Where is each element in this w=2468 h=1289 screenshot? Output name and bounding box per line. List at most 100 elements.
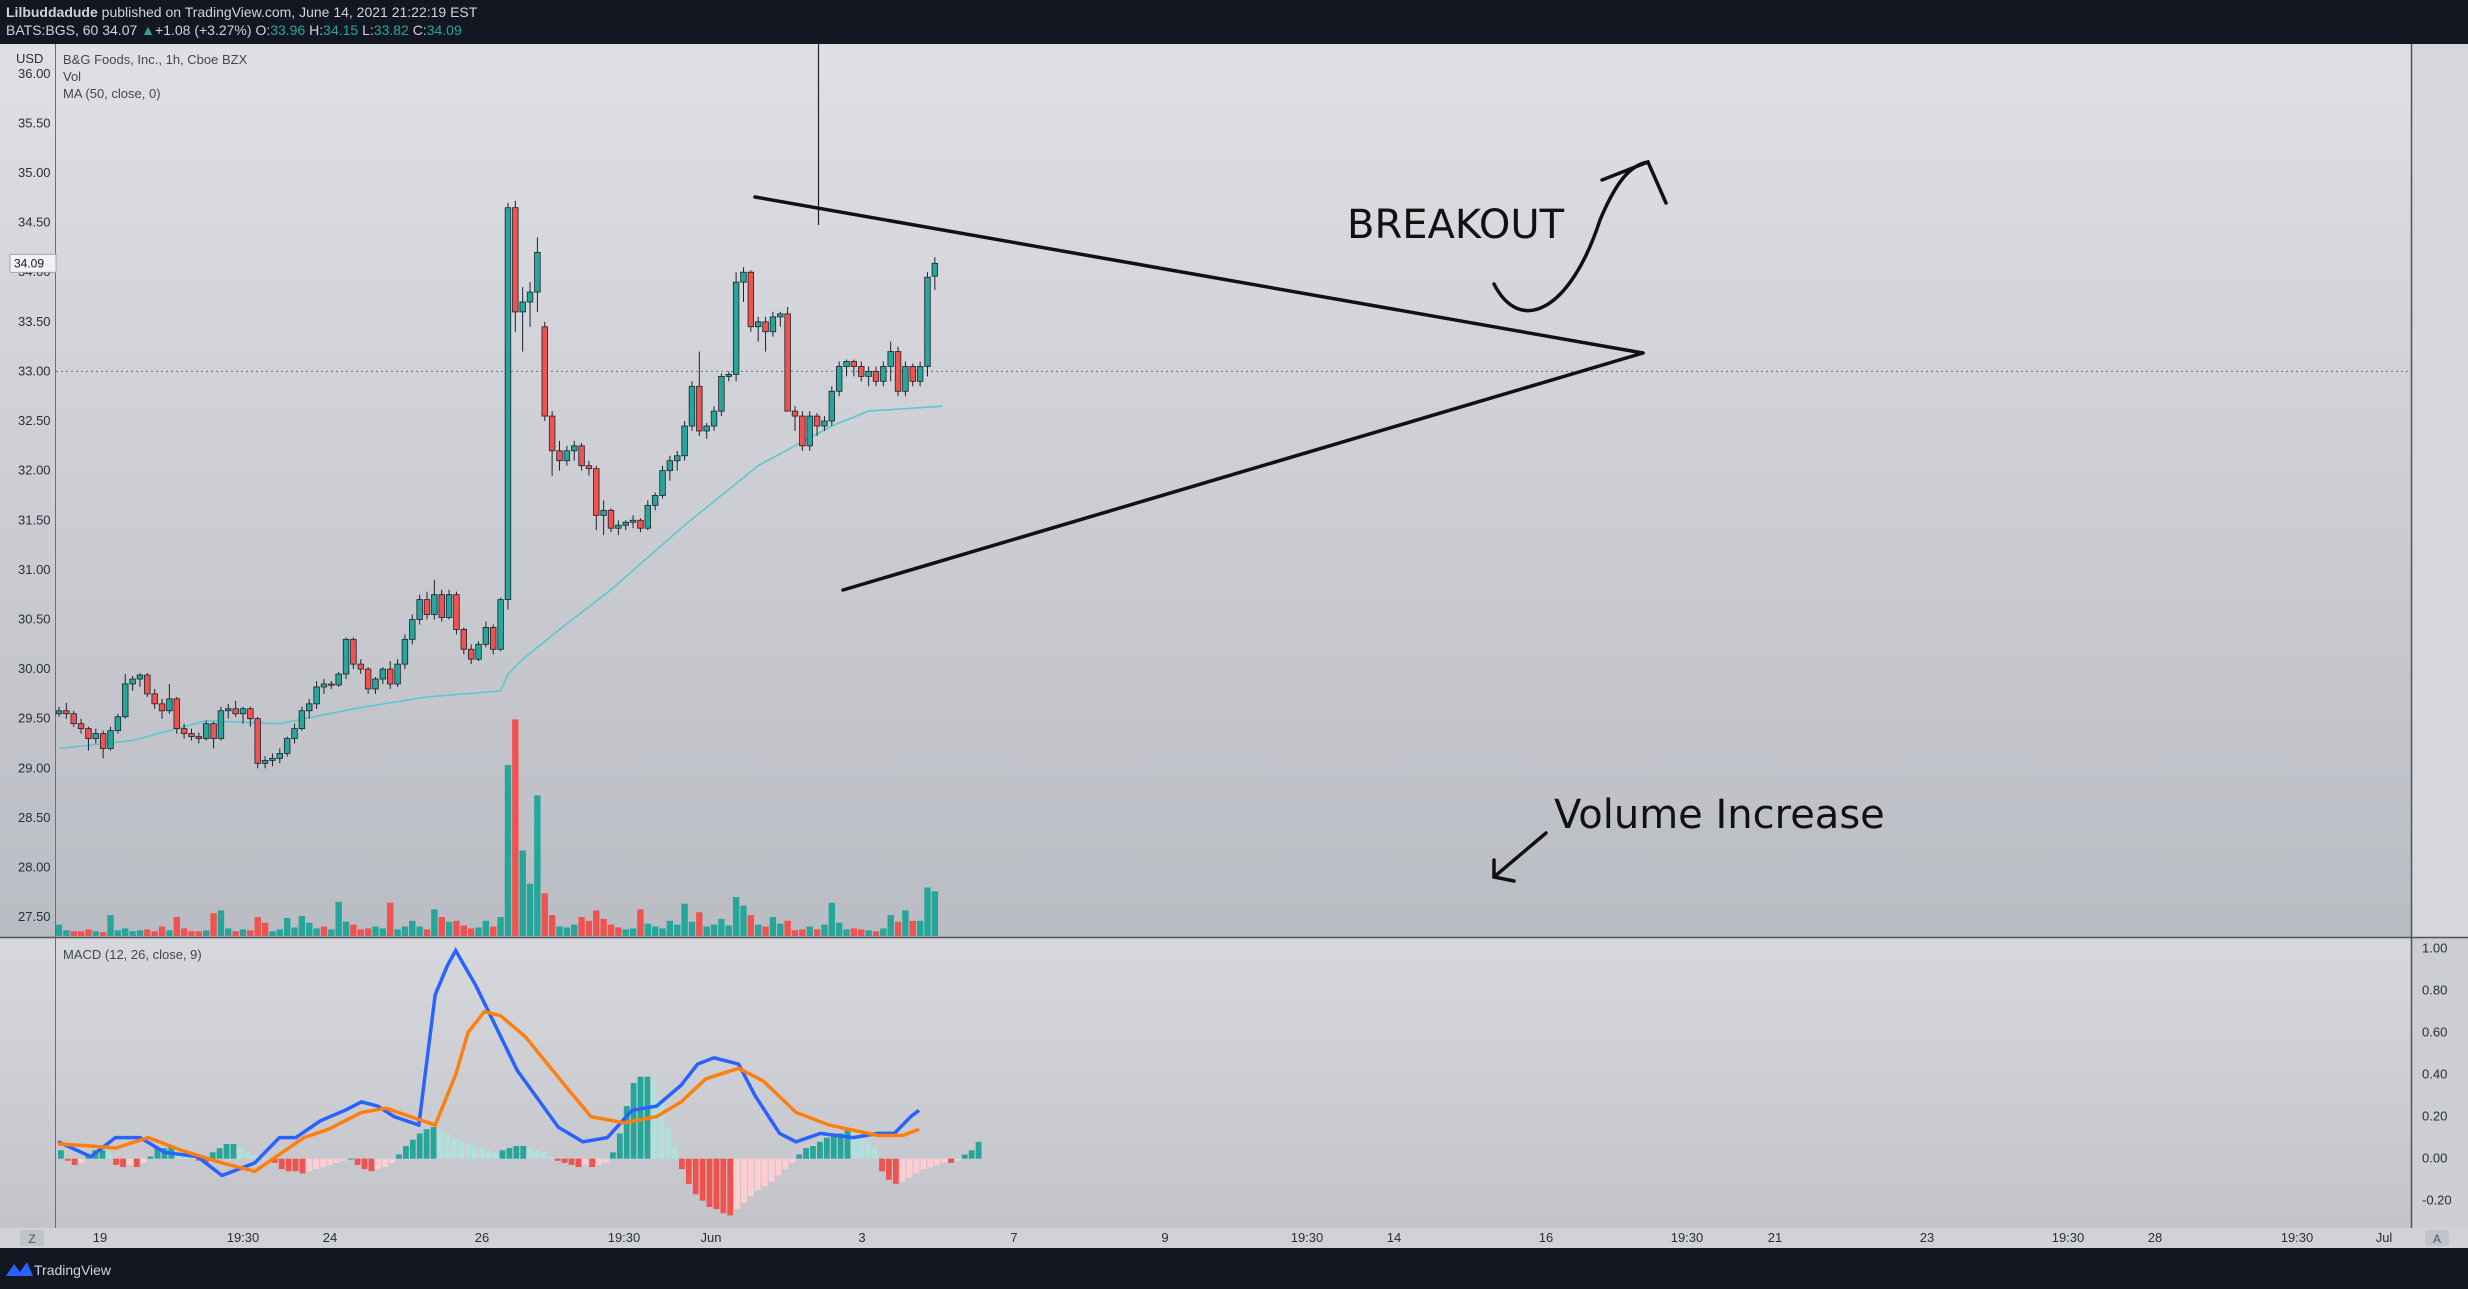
candle-body (136, 674, 144, 680)
auto-zoom-button[interactable] (20, 1230, 44, 1246)
candle-body (202, 723, 210, 739)
upper-trendline[interactable] (753, 195, 1645, 355)
volume-bar (342, 921, 350, 936)
candle-body (261, 759, 269, 764)
candle-body (548, 415, 556, 452)
volume-bar (107, 915, 114, 936)
time-tick-8: 9 (1161, 1230, 1168, 1245)
candle-body (269, 758, 276, 761)
auto-scale-button[interactable] (2425, 1230, 2449, 1246)
volume-bar (902, 910, 909, 936)
price-tick-4: 29.50 (18, 711, 51, 726)
macd-histogram-bar (775, 1158, 782, 1176)
volume-arrow[interactable] (1492, 831, 1548, 883)
volume-bar (173, 917, 180, 936)
macd-histogram-bar (886, 1158, 892, 1180)
macd-pane-background (0, 938, 2412, 1228)
candle-body (144, 674, 151, 695)
macd-histogram-bar (927, 1158, 934, 1168)
price-tick-1: 28.00 (18, 860, 51, 875)
candle-body (593, 468, 600, 516)
price-tick-14: 34.50 (18, 215, 51, 230)
candle-body (276, 753, 283, 759)
volume-bar (725, 925, 732, 936)
macd-histogram-bar (140, 1158, 147, 1163)
triangle-drawing[interactable] (753, 195, 1645, 592)
volume-bar (350, 924, 357, 936)
main-legend-title[interactable]: B&G Foods, Inc., 1h, Cboe BZX (63, 52, 248, 67)
candle-body (924, 276, 931, 367)
candle-body (114, 716, 122, 732)
candle-body (725, 374, 732, 377)
time-axis-ticks: 19 19:30 24 26 19:30 Jun 3 7 9 19:30 14 16 19:30 21 23… (93, 1230, 2393, 1245)
volume-bar (718, 918, 725, 936)
price-axis-ticks[interactable]: 27.50 28.00 28.50 29.00 29.50 30.00 30.50 31.00… (18, 66, 51, 924)
volume-bar (328, 929, 335, 936)
volume-annotation[interactable]: Volume Increase (1554, 792, 1885, 838)
tradingview-logo-icon[interactable] (6, 1262, 33, 1276)
high-label: H: (309, 22, 323, 38)
volume-bar (571, 924, 578, 936)
macd-histogram-bar (209, 1152, 216, 1159)
price-tick-17: 36.00 (18, 66, 51, 81)
macd-histogram-bar (672, 1146, 678, 1159)
macd-legend[interactable]: MACD (12, 26, close, 9) (63, 947, 202, 962)
time-axis[interactable] (0, 1228, 2468, 1248)
signal-line (57, 1009, 920, 1174)
macd-histogram-bar (444, 1133, 451, 1159)
candle-body (674, 455, 681, 462)
volume-bar (401, 926, 409, 936)
macd-histogram-bar (113, 1158, 119, 1165)
candle-body (821, 420, 828, 427)
candle-body (769, 316, 777, 333)
macd-histogram-bar (665, 1127, 671, 1159)
candle-body (762, 321, 769, 333)
macd-histogram-bar (616, 1133, 623, 1159)
volume-bar (909, 920, 916, 936)
candle-body (688, 385, 696, 427)
macd-histogram-bar (292, 1158, 299, 1172)
volume-bar (850, 928, 858, 936)
volume-bar (858, 929, 865, 936)
candle-body (894, 351, 902, 392)
volume-bar (865, 930, 872, 936)
candle-body (799, 415, 806, 447)
candle-body (423, 599, 431, 615)
vol-legend[interactable]: Vol (63, 69, 81, 84)
candle-body (85, 728, 92, 739)
candle-body (887, 351, 894, 367)
volume-bar (225, 928, 232, 936)
macd-histogram-bar (679, 1158, 685, 1170)
candle-body (129, 678, 136, 685)
macd-histogram-bar (458, 1141, 464, 1159)
candle-body (409, 619, 416, 640)
time-tick-6: 3 (858, 1230, 865, 1245)
candle-body (858, 366, 865, 377)
tradingview-brand[interactable]: TradingView (34, 1262, 112, 1278)
low-value: 33.82 (374, 22, 409, 38)
macd-histogram-bar (685, 1158, 692, 1184)
volume-bar (394, 929, 401, 936)
volume-bar (666, 920, 674, 936)
breakout-arrow[interactable] (1492, 159, 1668, 313)
macd-histogram-bar (941, 1158, 947, 1163)
candle-body (740, 271, 747, 283)
candle-body (394, 663, 401, 685)
lower-trendline[interactable] (841, 351, 1645, 592)
low-label: L: (362, 22, 374, 38)
open-value: 33.96 (270, 22, 305, 38)
macd-histogram-bar (375, 1158, 382, 1170)
candle-body (416, 599, 423, 620)
candlesticks (55, 200, 939, 769)
volume-bars (55, 719, 939, 936)
volume-bar (490, 926, 497, 936)
auto-scale-button-label: A (2433, 1232, 2441, 1246)
macd-histogram-bar (216, 1148, 223, 1159)
volume-bar (556, 926, 563, 936)
volume-bar (188, 931, 195, 936)
candle-body (497, 599, 504, 650)
breakout-annotation[interactable]: BREAKOUT (1347, 202, 1565, 248)
volume-bar (880, 928, 887, 936)
macd-axis-ticks[interactable]: -0.20 0.00 0.20 0.40 0.60 0.80 1.00 (2422, 941, 2452, 1208)
ma-legend[interactable]: MA (50, close, 0) (63, 86, 161, 101)
